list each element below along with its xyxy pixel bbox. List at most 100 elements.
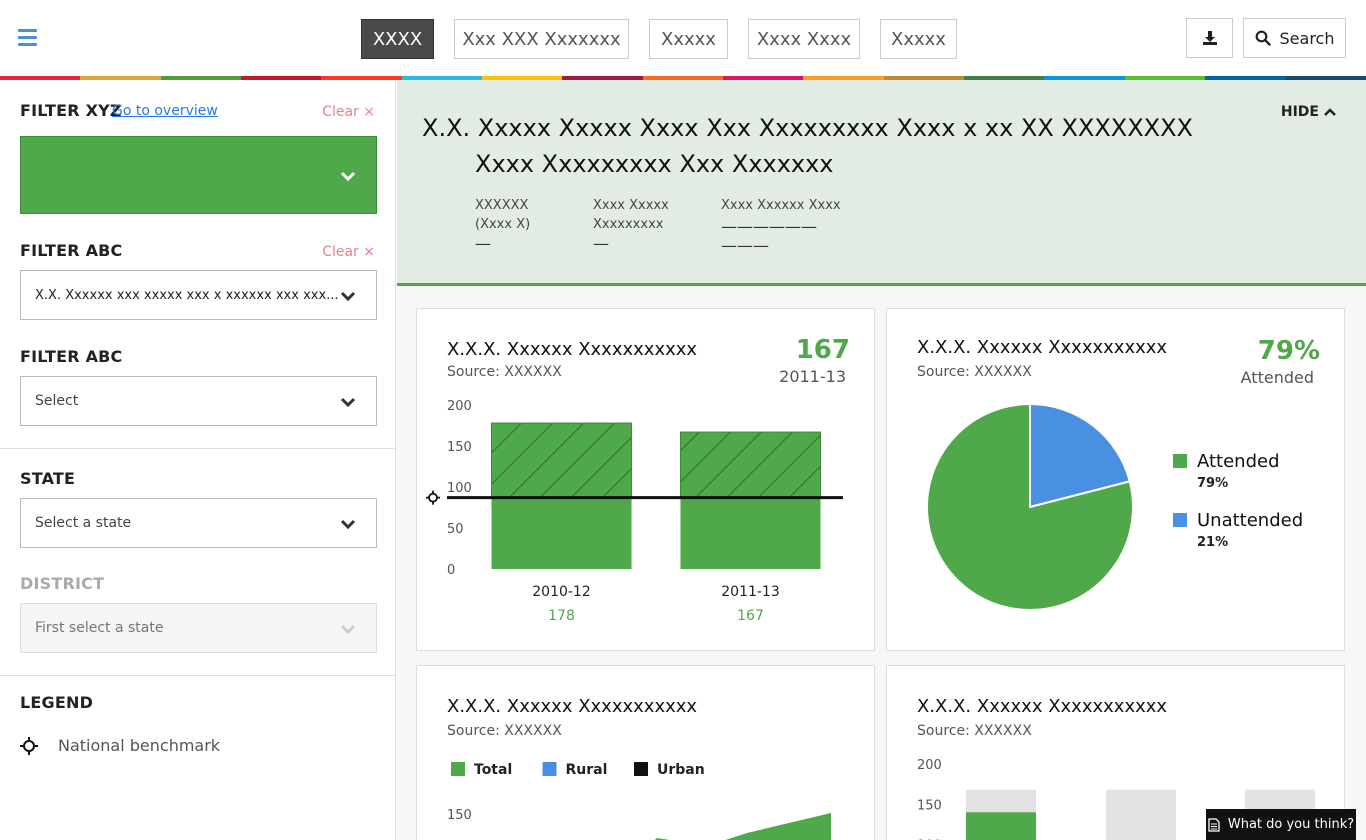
chevron-down-icon: [340, 291, 356, 302]
legend-national-benchmark: National benchmark: [20, 736, 220, 755]
stat-value: —: [593, 234, 609, 253]
nav-tab-1[interactable]: XXXX: [361, 19, 434, 59]
pie-slice-unattended: [1029, 402, 1131, 509]
card-source: Source: XXXXXX: [917, 723, 1032, 739]
data-label: 178: [548, 608, 575, 624]
hide-header-button[interactable]: HIDE: [1281, 104, 1336, 120]
crosshair-ring: [428, 492, 438, 503]
y-tick-label: 150: [447, 440, 472, 455]
x-tick-label: 2010-12: [532, 584, 591, 600]
filter-abc-2-dropdown[interactable]: Select: [20, 376, 377, 426]
color-stripe-segment: [0, 76, 81, 80]
stat-label: Xxxx Xxxxx: [593, 198, 669, 213]
color-stripe-segment: [723, 76, 804, 80]
benchmark-crosshair-icon: [426, 490, 440, 505]
nav-tab-5[interactable]: Xxxxx: [880, 19, 957, 59]
chevron-down-icon: [340, 397, 356, 408]
hide-label: HIDE: [1280, 104, 1319, 120]
color-stripe-segment: [1205, 76, 1286, 80]
pie-chart-card: X.X.X. Xxxxxx Xxxxxxxxxxx Source: XXXXXX…: [886, 308, 1345, 651]
pie-slice-attended: [926, 402, 1134, 611]
color-stripe-segment: [642, 76, 724, 80]
bar: [680, 497, 821, 569]
color-stripe-segment: [1285, 76, 1366, 80]
y-tick-label: 150: [917, 798, 942, 813]
y-tick-label: 100: [447, 481, 472, 496]
color-stripe-segment: [321, 76, 402, 80]
pie-chart: Attended 79% Unattended 21%: [926, 402, 1303, 611]
legend-swatch: [1173, 454, 1187, 468]
document-icon: [1208, 817, 1220, 832]
y-tick-label: 0: [447, 563, 455, 578]
stat-value: ———: [721, 236, 769, 255]
color-stripe-segment: [1044, 76, 1125, 80]
go-to-overview-link[interactable]: Go to overview: [112, 103, 218, 119]
clear-filter-abc-button[interactable]: Clear ×: [322, 244, 375, 260]
legend-swatch: [451, 762, 465, 776]
legend-value: 79%: [1197, 476, 1228, 491]
card-title: X.X.X. Xxxxxx Xxxxxxxxxxx: [917, 696, 1168, 717]
color-stripe-segment: [401, 76, 483, 80]
hamburger-icon[interactable]: [18, 29, 37, 46]
nav-tab-4[interactable]: Xxxx Xxxx: [748, 19, 860, 59]
page-title-line1: X.X. Xxxxx Xxxxx Xxxx Xxx Xxxxxxxxx Xxxx…: [422, 114, 1193, 142]
filter-abc-dropdown[interactable]: X.X. Xxxxxx xxx xxxxx xxx x xxxxxx xxx x…: [20, 270, 377, 320]
legend-swatch: [1173, 513, 1187, 527]
color-stripe-segment: [883, 76, 965, 80]
filter-abc-value: X.X. Xxxxxx xxx xxxxx xxx x xxxxxx xxx x…: [35, 287, 339, 303]
header-stat-2: Xxxx Xxxxx Xxxxxxxxx —: [593, 196, 669, 253]
color-stripe-segment: [1124, 76, 1206, 80]
download-icon: [1202, 31, 1217, 45]
feedback-label: What do you think?: [1227, 817, 1355, 832]
y-tick-label: 100: [917, 839, 942, 840]
filter-abc-label: FILTER ABC: [20, 241, 123, 260]
card-headline-sub: Attended: [1240, 368, 1314, 387]
state-label: STATE: [20, 469, 76, 488]
card-source: Source: XXXXXX: [447, 723, 562, 739]
stat-label: Xxxxxxxxx: [593, 217, 664, 232]
main-content: X.X. Xxxxx Xxxxx Xxxx Xxx Xxxxxxxxx Xxxx…: [397, 80, 1366, 840]
chevron-down-icon: [340, 171, 356, 182]
legend-item-label: National benchmark: [58, 736, 221, 755]
card-source: Source: XXXXXX: [917, 364, 1032, 380]
card-title: X.X.X. Xxxxxx Xxxxxxxxxxx: [447, 696, 698, 717]
bar-chart-card: X.X.X. Xxxxxx Xxxxxxxxxxx Source: XXXXXX…: [416, 308, 875, 651]
feedback-button[interactable]: What do you think?: [1206, 809, 1356, 840]
filter-abc-2-label: FILTER ABC: [20, 347, 123, 366]
divider: [0, 448, 396, 449]
download-button[interactable]: [1186, 18, 1233, 58]
card-title: X.X.X. Xxxxxx Xxxxxxxxxxx: [917, 337, 1168, 358]
district-placeholder: First select a state: [35, 620, 164, 636]
legend-label: LEGEND: [20, 693, 94, 712]
area-chart-card: X.X.X. Xxxxxx Xxxxxxxxxxx Source: XXXXXX…: [416, 665, 875, 840]
search-button[interactable]: Search: [1243, 18, 1346, 58]
bar-hatched-segment: [680, 431, 821, 499]
divider: [0, 675, 396, 676]
page-title-line2: Xxxx Xxxxxxxxx Xxx Xxxxxxx: [475, 150, 834, 178]
clear-filter-xyz-button[interactable]: Clear ×: [322, 104, 375, 120]
bar-chart: 0 50 100 150 200 2010-12 178 2011-13 167: [426, 399, 843, 624]
data-label: 167: [737, 608, 764, 624]
district-dropdown: First select a state: [20, 603, 377, 653]
filter-xyz-dropdown[interactable]: [20, 136, 377, 214]
nav-tab-3[interactable]: Xxxxx: [649, 19, 728, 59]
stat-label: Xxxx Xxxxxx Xxxx: [721, 198, 841, 213]
district-label: DISTRICT: [20, 574, 105, 593]
filter-sidebar: FILTER XYZ Go to overview Clear × FILTER…: [0, 80, 396, 840]
state-dropdown[interactable]: Select a state: [20, 498, 377, 548]
filter-xyz-label: FILTER XYZ: [20, 101, 122, 120]
legend-label: Unattended: [1197, 510, 1303, 531]
state-placeholder: Select a state: [35, 515, 132, 531]
color-stripe-segment: [160, 76, 242, 80]
legend-label: Total: [474, 762, 512, 778]
stat-value: —: [475, 234, 491, 253]
legend-swatch: [634, 762, 648, 776]
nav-tab-2[interactable]: Xxx XXX Xxxxxxx: [454, 19, 629, 59]
chevron-down-icon: [340, 519, 356, 530]
search-label: Search: [1279, 28, 1335, 48]
bar: [491, 497, 632, 569]
legend-value: 21%: [1197, 535, 1228, 550]
legend-swatch: [542, 762, 557, 776]
color-stripe-segment: [241, 76, 322, 80]
color-stripe: [0, 76, 1366, 80]
